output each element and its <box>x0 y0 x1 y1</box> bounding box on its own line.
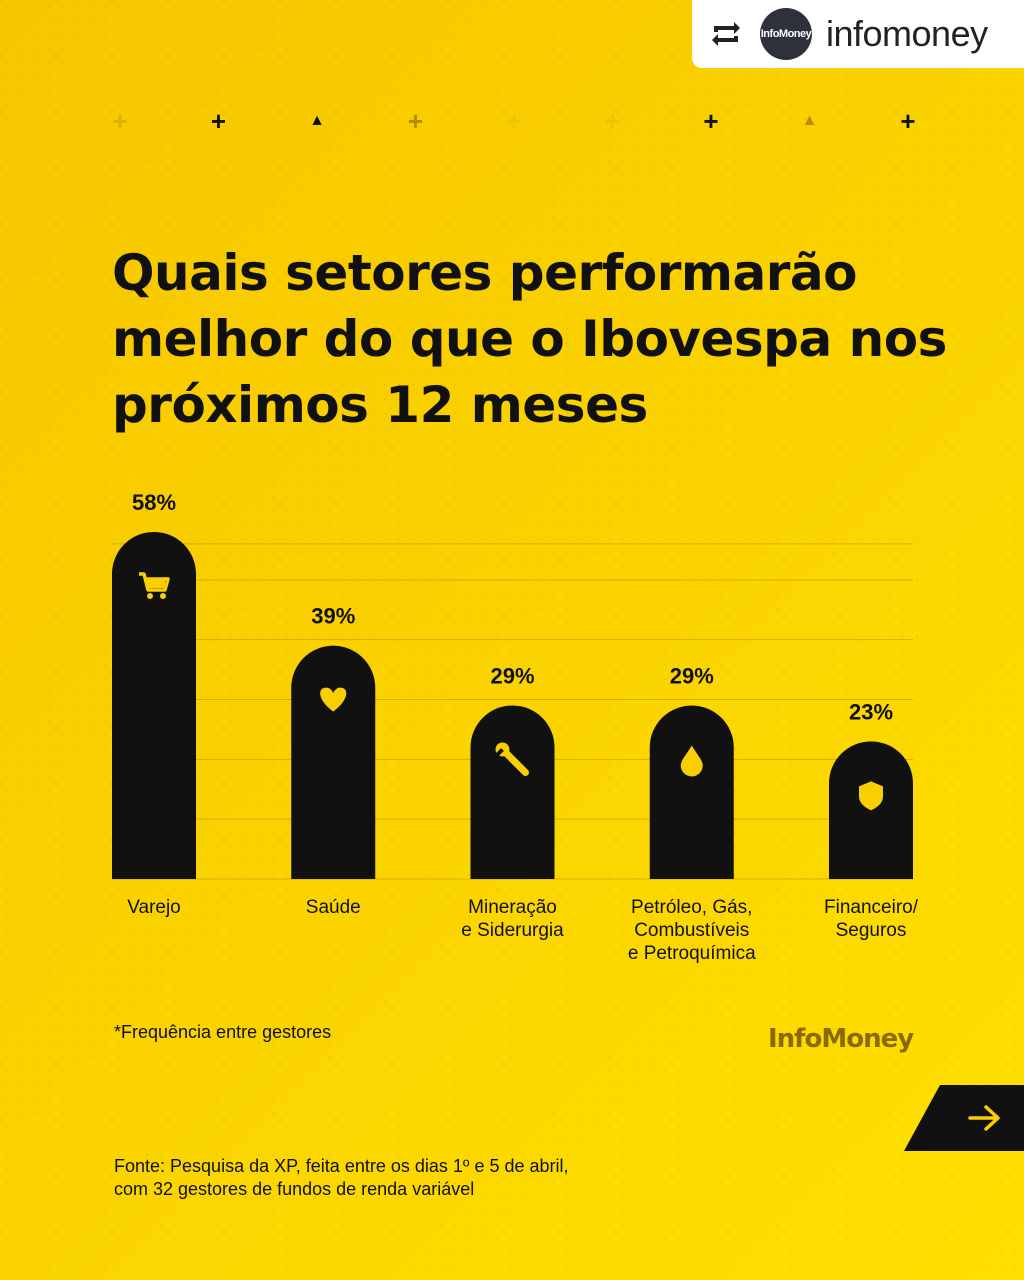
triangle-icon: ▲ <box>309 112 325 129</box>
data-label: 39% <box>311 604 355 629</box>
data-label: 23% <box>849 699 893 724</box>
category-label: Combustíveis <box>634 920 749 941</box>
bar <box>291 645 376 879</box>
plus-icon: + <box>604 106 621 136</box>
cart-icon <box>139 572 170 599</box>
bar <box>649 705 734 879</box>
plus-icon: + <box>112 106 128 136</box>
source-line: Fonte: Pesquisa da XP, feita entre os di… <box>114 1156 569 1176</box>
shield-icon <box>859 781 883 811</box>
data-label: 29% <box>490 663 534 688</box>
category-label: Varejo <box>127 897 181 918</box>
source-note: Fonte: Pesquisa da XP, feita entre os di… <box>114 1155 674 1201</box>
category-label: Petróleo, Gás, <box>631 897 752 918</box>
plus-icon: + <box>900 106 916 136</box>
avatar[interactable]: InfoMoney <box>760 8 812 60</box>
next-arrow-button[interactable] <box>900 1085 1024 1151</box>
account-handle[interactable]: infomoney <box>826 13 988 54</box>
footnote: *Frequência entre gestores <box>114 1022 332 1042</box>
repost-banner: InfoMoney infomoney <box>692 0 1024 68</box>
data-label: 29% <box>670 663 714 688</box>
heart-icon <box>320 687 347 712</box>
wrench-icon <box>494 742 529 776</box>
category-label: Mineração <box>468 897 557 918</box>
repost-icon[interactable] <box>706 14 746 54</box>
bar <box>112 531 196 879</box>
data-label: 58% <box>132 490 176 515</box>
chart-title: Quais setores performarão melhor do que … <box>112 244 947 434</box>
category-label: e Petroquímica <box>628 943 756 964</box>
category-label: Financeiro/ <box>824 897 919 918</box>
plus-icon: + <box>506 106 522 136</box>
category-label: Seguros <box>836 920 907 941</box>
decorative-marks: + + ▲ + + + + ▲ + <box>110 108 920 134</box>
drop-icon <box>680 745 703 777</box>
plus-icon: + <box>407 106 424 136</box>
triangle-icon: ▲ <box>801 112 818 129</box>
arrow-right-icon <box>968 1105 1000 1131</box>
brand-logo: InfoMoney <box>768 1024 914 1054</box>
bar <box>470 705 555 879</box>
plus-icon: + <box>210 106 227 136</box>
category-label: e Siderurgia <box>461 920 564 941</box>
category-label: Saúde <box>306 897 361 918</box>
source-line: com 32 gestores de fundos de renda variá… <box>114 1179 475 1199</box>
plus-icon: + <box>703 106 719 136</box>
